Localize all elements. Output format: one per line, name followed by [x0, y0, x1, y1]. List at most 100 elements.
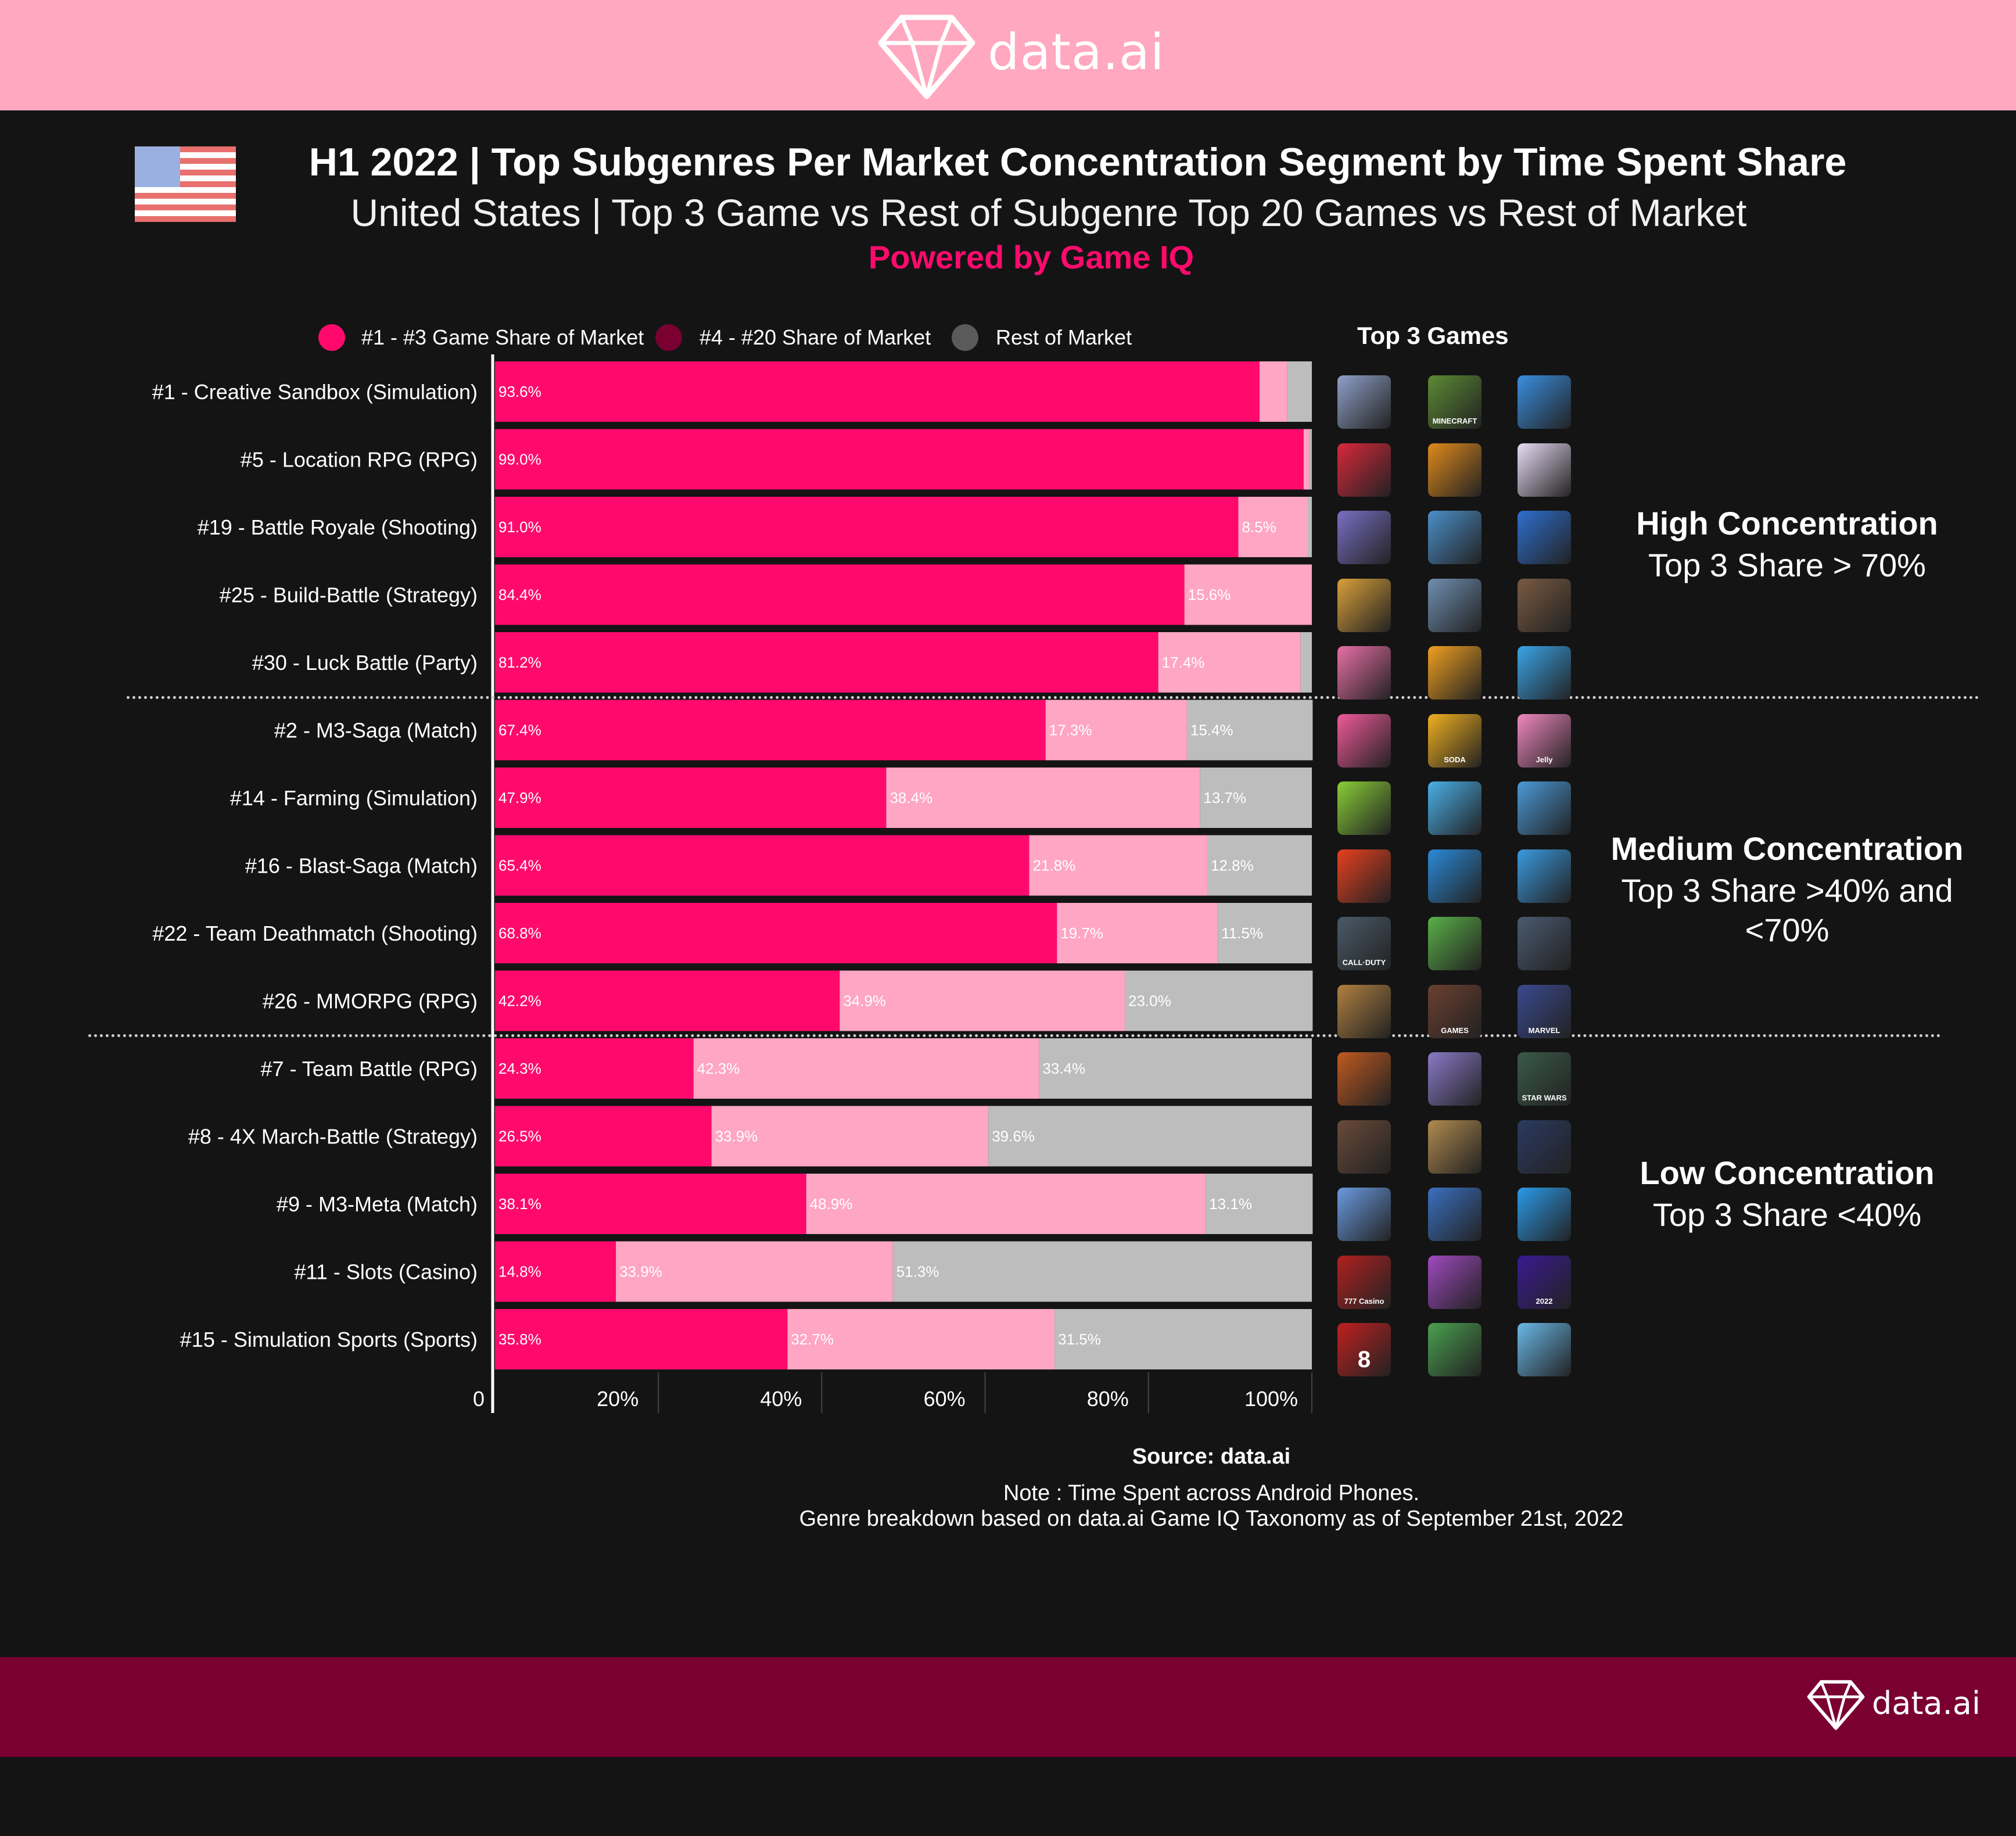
bar-top4-20: [1303, 429, 1310, 490]
game-icon-text: SODA: [1444, 755, 1466, 764]
bar-label-top4-20: 33.9%: [715, 1128, 758, 1145]
game-icon: [1337, 443, 1391, 497]
bar-top3: [495, 429, 1304, 490]
bar-top3: [495, 903, 1057, 963]
bar-rest: [1039, 1038, 1312, 1099]
bar-label-top4-20: 17.3%: [1049, 722, 1092, 739]
bar-top3: [495, 564, 1185, 625]
bar-label-top4-20: 21.8%: [1033, 857, 1076, 874]
category-label: #11 - Slots (Casino): [295, 1260, 478, 1284]
game-icon: [1518, 1188, 1571, 1241]
bar-top3: [495, 835, 1029, 896]
bar-top4-20: [616, 1241, 893, 1302]
bar-rest: [1309, 429, 1312, 490]
bar-label-top3: 47.9%: [498, 789, 541, 806]
game-icon: 8: [1337, 1323, 1391, 1376]
game-icon: [1428, 1323, 1481, 1376]
bar-top3: [495, 497, 1239, 557]
game-icon: SODA: [1428, 713, 1481, 768]
game-icon: GAMES: [1428, 984, 1481, 1038]
bar-rest: [1186, 700, 1313, 761]
bar-label-top3: 84.4%: [498, 586, 541, 604]
game-icon: [1518, 1323, 1571, 1376]
game-icon: [1518, 443, 1571, 497]
bar-top4-20: [840, 970, 1125, 1031]
category-label: #16 - Blast-Saga (Match): [245, 854, 478, 878]
powered-by: Powered by Game IQ: [868, 239, 1194, 275]
game-icon: STAR WARS: [1518, 1052, 1571, 1106]
game-icon: [1518, 917, 1571, 970]
game-icon: [1518, 511, 1571, 564]
game-icon-text: Jelly: [1536, 755, 1553, 764]
bar-top3: [495, 1106, 712, 1167]
game-icon: [1337, 646, 1391, 700]
bar-label-rest: 33.4%: [1042, 1060, 1085, 1077]
bar-top4-20: [787, 1309, 1055, 1369]
bar-label-top4-20: 34.9%: [843, 992, 886, 1010]
game-icon-text: MINECRAFT: [1432, 417, 1477, 425]
game-icon: [1337, 849, 1391, 903]
category-label: #14 - Farming (Simulation): [230, 786, 478, 810]
game-icon: [1428, 1255, 1481, 1309]
category-label: #15 - Simulation Sports (Sports): [180, 1328, 478, 1351]
bar-rest: [892, 1241, 1312, 1302]
bar-rest: [1207, 835, 1312, 896]
bar-rest: [1200, 768, 1312, 828]
game-icon: [1428, 849, 1481, 903]
bar-label-top3: 81.2%: [498, 654, 541, 671]
bar-rest: [1307, 497, 1312, 557]
bar-label-top3: 68.8%: [498, 924, 541, 942]
bar-top4-20: [806, 1174, 1206, 1234]
game-icon: [1428, 1052, 1481, 1106]
game-icon: 777 Casino: [1337, 1255, 1391, 1309]
bar-label-top4-20: 15.6%: [1188, 586, 1231, 604]
segment-desc-medium-1: Top 3 Share >40% and: [1621, 872, 1953, 909]
bar-label-top3: 42.2%: [498, 992, 541, 1010]
legend-dot-top3: [318, 324, 345, 351]
data-ai-diamond-icon: [1807, 1680, 1865, 1730]
game-icon: [1518, 849, 1571, 903]
bar-rest: [1206, 1174, 1313, 1234]
bar-label-top3: 67.4%: [498, 722, 541, 739]
bar-label-top4-20: 32.7%: [791, 1331, 834, 1348]
segment-divider-medium-low: [88, 1034, 1942, 1037]
game-icon: Jelly: [1518, 713, 1571, 768]
game-icon: [1428, 511, 1481, 564]
note-text: Note : Time Spent across Android Phones.…: [0, 1480, 2016, 1532]
game-icon: [1337, 713, 1391, 768]
bar-rest: [988, 1106, 1312, 1167]
bar-label-top3: 35.8%: [498, 1331, 541, 1348]
bar-top4-20: [1158, 632, 1301, 693]
bar-label-rest: 39.6%: [992, 1128, 1035, 1145]
game-icon: [1428, 917, 1481, 970]
bar-label-rest: 11.5%: [1221, 924, 1263, 942]
game-icon: [1337, 511, 1391, 564]
legend-label-rest: Rest of Market: [996, 325, 1132, 349]
legend-dot-rest: [952, 324, 978, 351]
game-icon: [1428, 646, 1481, 700]
bar-top3: [495, 768, 887, 828]
bar-label-rest: 31.5%: [1058, 1331, 1101, 1348]
bar-top4-20: [886, 768, 1200, 828]
bar-top3: [495, 632, 1158, 693]
segment-title-medium: Medium Concentration: [1610, 830, 1964, 867]
game-icon-text: 777 Casino: [1344, 1296, 1384, 1306]
bar-top4-20: [693, 1038, 1039, 1099]
data-ai-diamond-icon: [878, 15, 975, 99]
bar-top3: [495, 700, 1046, 761]
game-icon-text: CALL·DUTY: [1342, 958, 1386, 967]
bar-top4-20: [1029, 835, 1208, 896]
chart-title: H1 2022 | Top Subgenres Per Market Conce…: [309, 140, 1847, 184]
x-tick-label: 20%: [597, 1387, 638, 1411]
bar-rest: [1125, 970, 1313, 1031]
source-text: Source: data.ai: [1132, 1444, 1291, 1469]
game-icon: [1518, 781, 1571, 835]
game-icon: [1428, 1188, 1481, 1241]
game-icon-text: MARVEL: [1528, 1025, 1561, 1035]
footer-brand: data.ai: [1872, 1685, 1981, 1722]
game-icon: [1518, 646, 1571, 700]
top-3-games-header: Top 3 Games: [1357, 322, 1509, 349]
bar-label-top4-20: 19.7%: [1060, 924, 1103, 942]
note-line-2: Genre breakdown based on data.ai Game IQ…: [799, 1507, 1624, 1531]
x-tick-label: 0: [473, 1387, 485, 1411]
